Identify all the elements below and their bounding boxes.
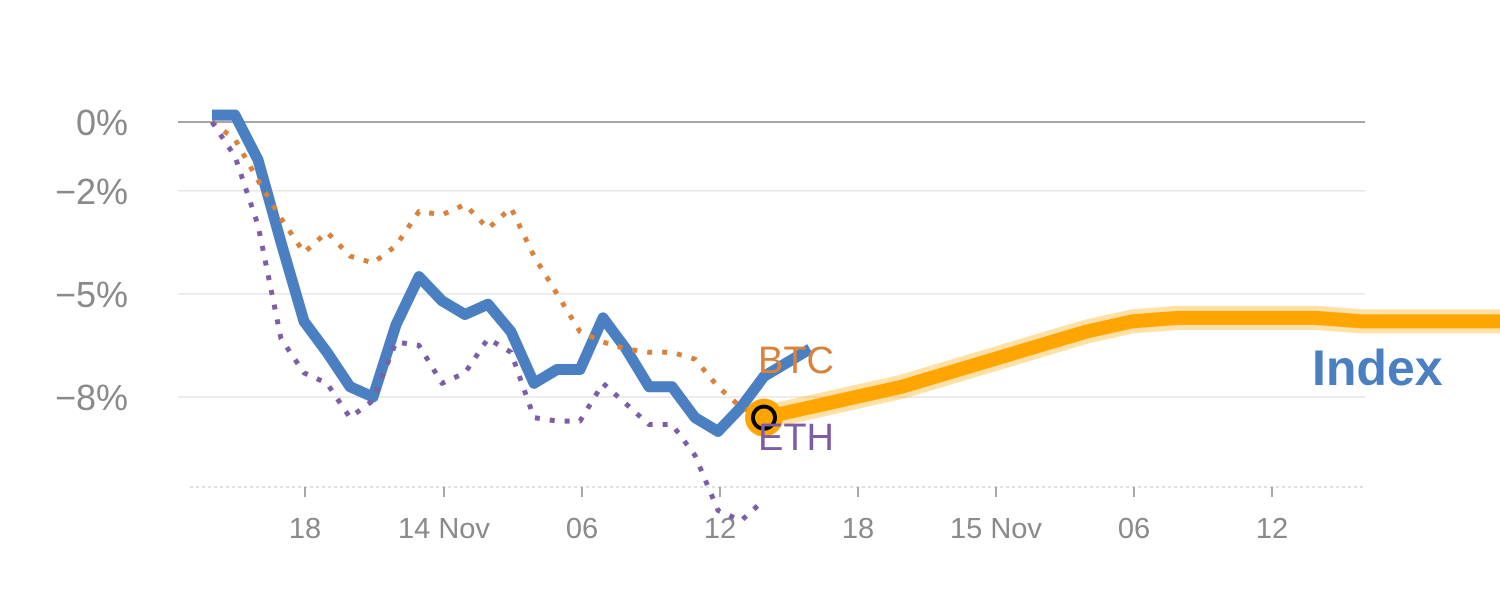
y-axis: 0% −2% −5% −8% [55, 102, 128, 418]
y-tick-label: −2% [55, 171, 128, 212]
x-axis: 18 14 Nov 06 12 18 15 Nov 06 12 [190, 486, 1365, 545]
series-line-eth [209, 120, 766, 524]
y-tick-label: 0% [76, 102, 128, 143]
y-tick-label: −5% [55, 274, 128, 315]
x-tick-label: 06 [566, 513, 598, 545]
x-tick-label: 12 [1256, 513, 1288, 545]
series-line-index [212, 109, 813, 437]
series-line-btc [210, 119, 766, 420]
x-tick-label: 06 [1118, 513, 1150, 545]
marker-layer [745, 398, 783, 437]
x-tick-label: 18 [842, 513, 874, 545]
x-tick-label: 15 Nov [950, 513, 1042, 545]
series-labels: BTC ETH Index [758, 340, 1443, 459]
y-tick-label: −8% [55, 377, 128, 418]
x-tick-label: 14 Nov [398, 513, 490, 545]
current-marker [751, 404, 777, 431]
plot-area [209, 109, 1500, 524]
x-tick-label: 18 [289, 513, 321, 545]
btc-label: BTC [758, 340, 834, 382]
forecast-line [762, 310, 1500, 425]
eth-label: ETH [758, 417, 834, 459]
index-label: Index [1312, 340, 1443, 396]
